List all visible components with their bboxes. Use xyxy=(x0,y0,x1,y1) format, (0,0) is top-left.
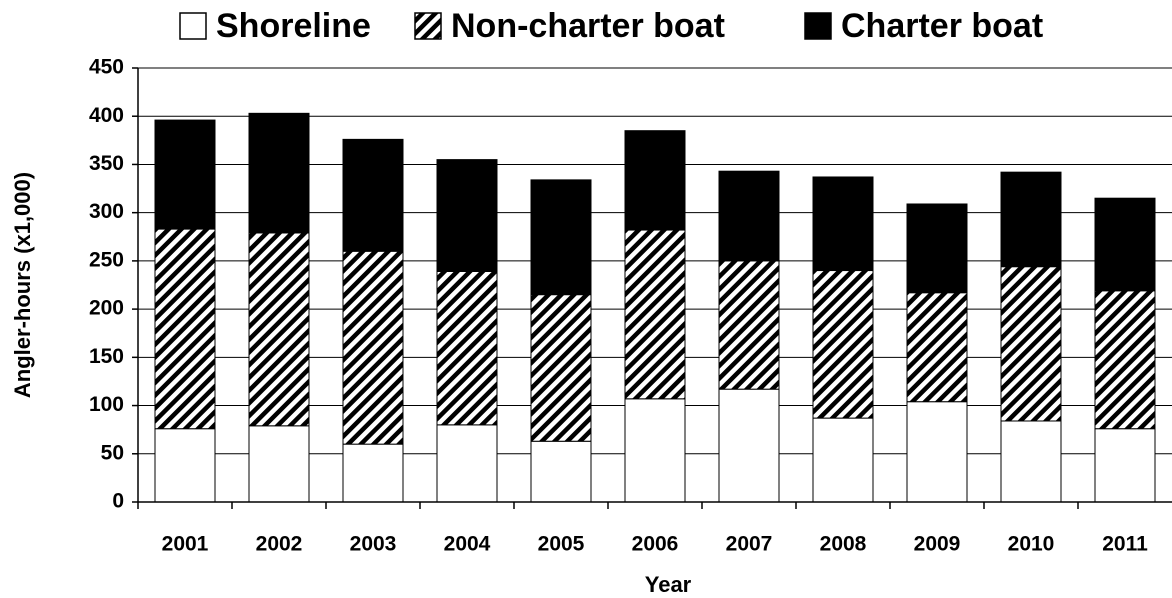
bar-segment xyxy=(624,130,686,231)
x-tick-label: 2004 xyxy=(444,533,491,556)
bar-segment xyxy=(624,398,686,503)
y-axis-title: Angler-hours (x1,000) xyxy=(10,172,35,398)
bar-segment xyxy=(248,425,310,503)
bar-segment xyxy=(342,443,404,503)
bar-segment xyxy=(812,270,874,419)
bar-segment xyxy=(906,292,968,403)
y-tick-label: 0 xyxy=(112,490,124,513)
legend-label: Shoreline xyxy=(216,7,371,45)
bar-segment xyxy=(436,270,498,426)
bar-segment xyxy=(1094,197,1156,292)
x-tick-label: 2009 xyxy=(914,533,961,556)
x-tick-label: 2010 xyxy=(1008,533,1055,556)
y-tick-label: 200 xyxy=(89,297,124,320)
y-tick-label: 150 xyxy=(89,345,124,368)
bar-segment xyxy=(718,260,780,390)
bar-segment xyxy=(436,159,498,272)
x-tick-label: 2006 xyxy=(632,533,679,556)
bar-segment xyxy=(1000,171,1062,268)
bar-segment xyxy=(1094,290,1156,430)
bar-segment xyxy=(1000,266,1062,422)
bar-segment xyxy=(154,428,216,503)
y-tick-label: 300 xyxy=(89,200,124,223)
bar-segment xyxy=(624,229,686,400)
bar-segment xyxy=(1094,428,1156,503)
bar-segment xyxy=(248,232,310,427)
x-tick-label: 2011 xyxy=(1102,533,1148,556)
y-tick-label: 100 xyxy=(89,393,124,416)
bar-segment xyxy=(906,401,968,503)
bar-segment xyxy=(436,424,498,503)
x-tick-label: 2001 xyxy=(162,533,209,556)
bar-segment xyxy=(530,179,592,296)
y-tick-label: 250 xyxy=(89,248,124,271)
y-tick-label: 350 xyxy=(89,152,124,175)
x-tick-label: 2007 xyxy=(726,533,773,556)
legend-label: Non-charter boat xyxy=(451,7,725,45)
legend-swatch xyxy=(414,12,442,40)
legend-label: Charter boat xyxy=(841,7,1043,45)
x-tick-label: 2003 xyxy=(350,533,397,556)
bar-segment xyxy=(154,119,216,230)
bar-segment xyxy=(906,203,968,294)
bar-segment xyxy=(154,228,216,430)
x-tick-label: 2008 xyxy=(820,533,867,556)
bar-segment xyxy=(342,138,404,252)
bar-segment xyxy=(718,170,780,262)
x-axis-title: Year xyxy=(645,572,692,597)
bar-segment xyxy=(718,388,780,503)
bar-segment xyxy=(812,176,874,272)
bar-segment xyxy=(1000,420,1062,503)
y-tick-label: 450 xyxy=(89,56,124,79)
bar-segment xyxy=(530,440,592,503)
bar-segment xyxy=(248,112,310,234)
x-tick-label: 2002 xyxy=(256,533,303,556)
bar-segment xyxy=(530,294,592,442)
bar-segment xyxy=(812,417,874,503)
legend-swatch xyxy=(179,12,207,40)
y-tick-label: 400 xyxy=(89,104,124,127)
legend-swatch xyxy=(804,12,832,40)
y-tick-label: 50 xyxy=(101,441,124,464)
bar-segment xyxy=(342,250,404,445)
x-tick-label: 2005 xyxy=(538,533,585,556)
